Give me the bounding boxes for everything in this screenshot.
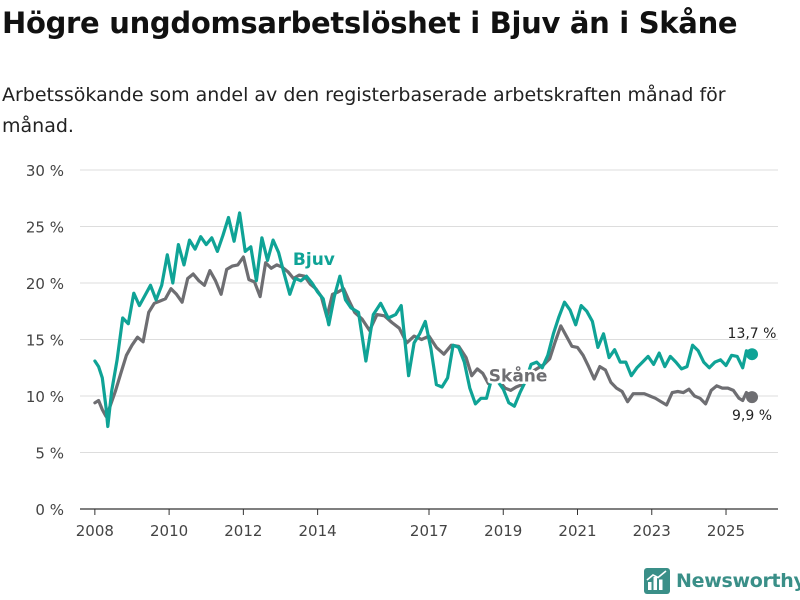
- end-point-skane: [746, 391, 759, 404]
- x-tick-label: 2021: [558, 522, 596, 540]
- y-tick-label: 0 %: [35, 501, 64, 519]
- y-tick-label: 15 %: [26, 332, 64, 350]
- x-tick-label: 2008: [76, 522, 114, 540]
- x-tick-label: 2010: [150, 522, 188, 540]
- y-tick-label: 10 %: [26, 388, 64, 406]
- end-value-label-skane: 9,9 %: [732, 408, 772, 424]
- x-tick-label: 2017: [410, 522, 448, 540]
- bar-chart-logo-icon: [644, 568, 670, 594]
- series-label-bjuv: Bjuv: [293, 250, 335, 270]
- series-layer: [93, 211, 759, 429]
- x-tick-label: 2019: [484, 522, 522, 540]
- series-label-skane: Skåne: [489, 364, 548, 386]
- chart-title: Högre ungdomsarbetslöshet i Bjuv än i Sk…: [2, 6, 738, 40]
- brand-name: Newsworthy: [676, 570, 800, 592]
- x-tick-label: 2012: [224, 522, 262, 540]
- y-tick-label: 30 %: [26, 162, 64, 180]
- label-layer: 13,7 % 9,9 % Bjuv Skåne: [290, 247, 777, 424]
- axis-layer: 0 % 5 % 10 % 15 % 20 % 25 % 30 % 2008 2010 2012 20…: [26, 162, 778, 540]
- x-tick-label: 2025: [707, 522, 745, 540]
- line-chart: 0 % 5 % 10 % 15 % 20 % 25 % 30 % 2008 2010 2012 20…: [26, 162, 778, 540]
- chart-subtitle: Arbetssökande som andel av den registerb…: [2, 84, 726, 137]
- y-tick-label: 25 %: [26, 219, 64, 237]
- x-tick-label: 2014: [299, 522, 337, 540]
- series-line-skane: [93, 255, 754, 418]
- x-tick-label: 2023: [633, 522, 671, 540]
- end-point-bjuv: [746, 348, 759, 361]
- grid-layer: [80, 169, 778, 453]
- y-tick-label: 20 %: [26, 275, 64, 293]
- end-value-label-bjuv: 13,7 %: [728, 326, 777, 342]
- y-tick-label: 5 %: [35, 445, 64, 463]
- series-line-bjuv: [93, 211, 754, 429]
- newsworthy-brand: Newsworthy: [644, 568, 800, 594]
